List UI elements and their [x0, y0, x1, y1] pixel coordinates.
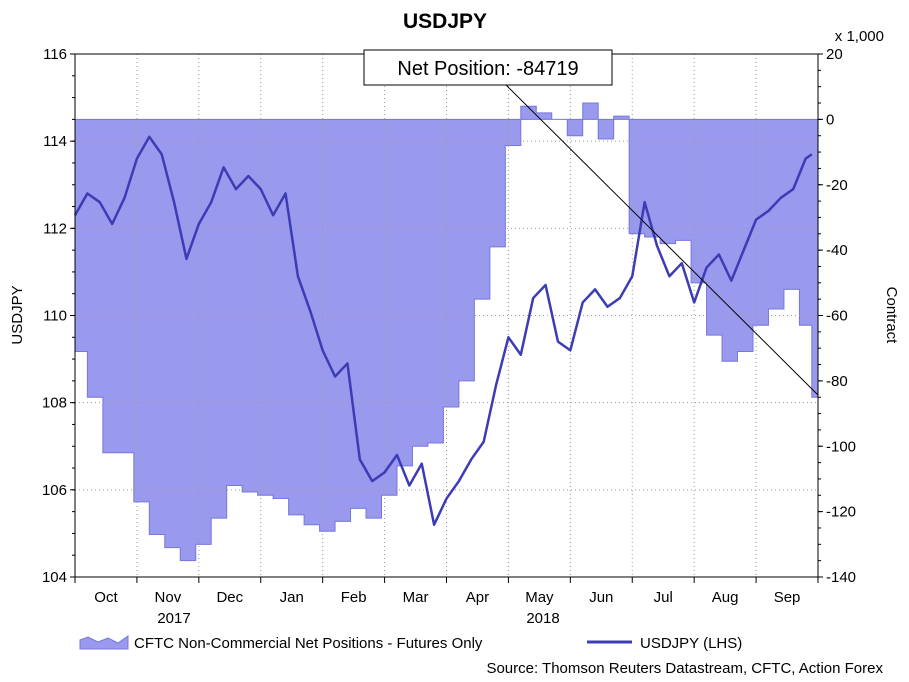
right-axis-unit: x 1,000 — [835, 28, 884, 45]
net-position-area-layer — [74, 102, 819, 562]
right-tick-label: 20 — [826, 46, 843, 63]
left-tick-label: 114 — [43, 133, 67, 150]
legend-area-swatch — [79, 635, 129, 650]
usdjpy-line — [73, 135, 813, 526]
right-axis-label: Contract — [883, 287, 900, 345]
year-label-2018: 2018 — [526, 610, 559, 627]
month-label: Oct — [94, 589, 118, 606]
source-note: Source: Thomson Reuters Datastream, CFTC… — [486, 660, 883, 677]
month-label: Dec — [216, 589, 243, 606]
left-tick-label: 116 — [43, 46, 67, 63]
left-axis-label: USDJPY — [9, 285, 26, 344]
month-label: Jun — [589, 589, 613, 606]
left-axis: 104 106 108 110 112 114 116 — [42, 46, 75, 586]
x-axis: Oct Nov Dec Jan Feb Mar Apr May Jun Jul Aug Sep — [74, 577, 819, 606]
month-label: Apr — [466, 589, 489, 606]
annotation-label: Net Position: -84719 — [397, 58, 578, 80]
year-label-2017: 2017 — [157, 610, 190, 627]
right-tick-label: -140 — [826, 569, 856, 586]
usdjpy-line-layer — [73, 135, 813, 526]
right-tick-label: -80 — [826, 373, 848, 390]
month-label: Sep — [774, 589, 801, 606]
left-tick-label: 112 — [43, 220, 67, 237]
net-position-area — [74, 102, 819, 562]
right-tick-label: 0 — [826, 111, 834, 128]
month-label: Jan — [280, 589, 304, 606]
right-tick-label: -100 — [826, 438, 856, 455]
annotation-box — [363, 49, 613, 86]
left-tick-label: 110 — [43, 308, 67, 325]
month-label: May — [525, 589, 554, 606]
month-label: Feb — [341, 589, 367, 606]
legend-area-label: CFTC Non-Commercial Net Positions - Futu… — [134, 635, 483, 652]
right-tick-label: -60 — [826, 308, 848, 325]
right-tick-label: -120 — [826, 504, 856, 521]
right-tick-label: -20 — [826, 177, 848, 194]
legend: CFTC Non-Commercial Net Positions - Futu… — [79, 635, 742, 652]
month-label: Mar — [403, 589, 429, 606]
plot-area — [73, 53, 819, 578]
month-label: Jul — [654, 589, 673, 606]
left-tick-label: 106 — [42, 482, 67, 499]
left-tick-label: 108 — [42, 395, 67, 412]
right-tick-label: -40 — [826, 242, 848, 259]
legend-line-label: USDJPY (LHS) — [640, 635, 742, 652]
chart-title: USDJPY — [403, 10, 487, 33]
month-label: Aug — [712, 589, 739, 606]
month-label: Nov — [155, 589, 182, 606]
right-axis: -140 -120 -100 -80 -60 -40 -20 0 20 — [818, 46, 856, 586]
left-tick-label: 104 — [42, 569, 67, 586]
annotation-pointer — [502, 81, 819, 396]
